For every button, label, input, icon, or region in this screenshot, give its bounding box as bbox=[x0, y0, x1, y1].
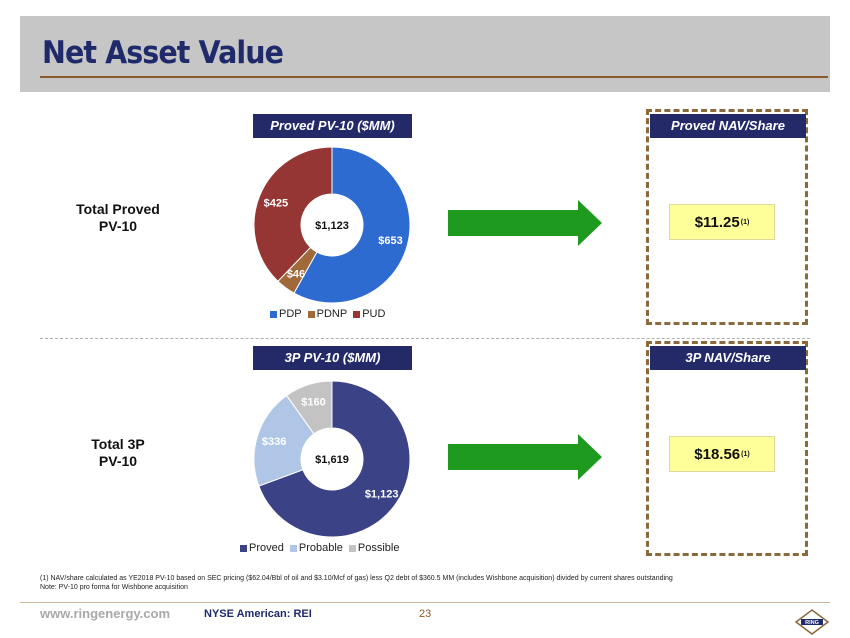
donut-slice-label-probable: $336 bbox=[262, 436, 286, 448]
proved-nav-value: $11.25 bbox=[694, 213, 740, 231]
donut-slice-label-pud: $425 bbox=[264, 197, 288, 209]
proved-nav-value-box: $11.25 (1) bbox=[669, 204, 775, 240]
3p-pv10-legend: Proved Probable Possible bbox=[240, 542, 399, 554]
page-number: 23 bbox=[419, 608, 432, 620]
legend-swatch bbox=[353, 310, 361, 318]
footnote-line1: (1) NAV/share calculated as YE2018 PV-10… bbox=[40, 575, 673, 582]
3p-nav-header: 3P NAV/Share bbox=[650, 346, 806, 370]
row-label-3p: Total 3P PV-10 bbox=[48, 436, 188, 470]
donut-slice-pud bbox=[253, 146, 333, 282]
donut-center bbox=[301, 428, 363, 490]
donut-center-label: $1,123 bbox=[315, 220, 349, 232]
donut-slice-label-proved: $1,123 bbox=[365, 489, 399, 501]
proved-nav-header: Proved NAV/Share bbox=[650, 114, 806, 138]
legend-item-probable: Probable bbox=[289, 542, 343, 554]
proved-pv10-donut-chart: $653 $46 $425 $1,123 bbox=[253, 146, 411, 304]
legend-label: PDNP bbox=[316, 308, 348, 320]
legend-label: Possible bbox=[357, 542, 400, 554]
donut-center bbox=[301, 194, 363, 256]
donut-slice-label-pdp: $653 bbox=[378, 235, 402, 247]
legend-item-possible: Possible bbox=[348, 542, 400, 554]
3p-nav-value-box: $18.56 (1) bbox=[669, 436, 775, 472]
3p-right-arrow bbox=[448, 434, 602, 480]
legend-swatch bbox=[240, 544, 247, 552]
3p-pv10-header: 3P PV-10 ($MM) bbox=[253, 346, 412, 370]
proved-nav-footnote-ref: (1) bbox=[740, 218, 750, 226]
legend-item-pdp: PDP bbox=[270, 308, 302, 320]
proved-pv10-header: Proved PV-10 ($MM) bbox=[253, 114, 412, 138]
legend-swatch bbox=[348, 544, 356, 552]
footer-ticker: NYSE American: REI bbox=[204, 608, 312, 620]
legend-item-pud: PUD bbox=[353, 308, 385, 320]
page-title: Net Asset Value bbox=[42, 35, 284, 71]
row-label-proved: Total Proved PV-10 bbox=[48, 201, 188, 235]
legend-swatch bbox=[289, 544, 297, 552]
3p-nav-footnote-ref: (1) bbox=[741, 450, 750, 458]
legend-item-pdnp: PDNP bbox=[307, 308, 348, 320]
title-rule bbox=[40, 76, 828, 78]
proved-right-arrow bbox=[448, 200, 602, 246]
section-divider bbox=[40, 338, 810, 339]
donut-slice-label-possible: $160 bbox=[301, 396, 325, 408]
donut-slice-label-pdnp: $46 bbox=[287, 269, 305, 281]
footer-url[interactable]: www.ringenergy.com bbox=[40, 606, 171, 621]
proved-nav-box bbox=[646, 109, 808, 325]
legend-label: Proved bbox=[249, 542, 284, 554]
row-label-3p-line2: PV-10 bbox=[98, 453, 138, 469]
footer-rule bbox=[20, 602, 830, 603]
legend-label: PDP bbox=[279, 308, 302, 320]
legend-label: Probable bbox=[298, 542, 343, 554]
logo-text: RING bbox=[805, 620, 819, 626]
row-label-proved-line2: PV-10 bbox=[98, 218, 138, 234]
legend-swatch bbox=[307, 310, 315, 318]
title-band: Net Asset Value bbox=[20, 16, 830, 92]
footnote: (1) NAV/share calculated as YE2018 PV-10… bbox=[40, 574, 673, 592]
footnote-line2: Note: PV-10 pro forma for Wishbone acqui… bbox=[40, 584, 188, 591]
row-label-proved-line1: Total Proved bbox=[76, 201, 160, 217]
donut-center-label: $1,619 bbox=[315, 454, 349, 466]
3p-pv10-donut-chart: $1,123 $336 $160 $1,619 bbox=[253, 380, 411, 538]
row-label-3p-line1: Total 3P bbox=[91, 436, 145, 452]
legend-item-proved: Proved bbox=[240, 542, 284, 554]
3p-nav-value: $18.56 bbox=[694, 445, 741, 463]
legend-label: PUD bbox=[362, 308, 386, 320]
ring-energy-logo: RING bbox=[794, 609, 830, 635]
proved-pv10-legend: PDP PDNP PUD bbox=[270, 308, 385, 320]
3p-nav-box bbox=[646, 341, 808, 556]
legend-swatch bbox=[270, 310, 277, 318]
